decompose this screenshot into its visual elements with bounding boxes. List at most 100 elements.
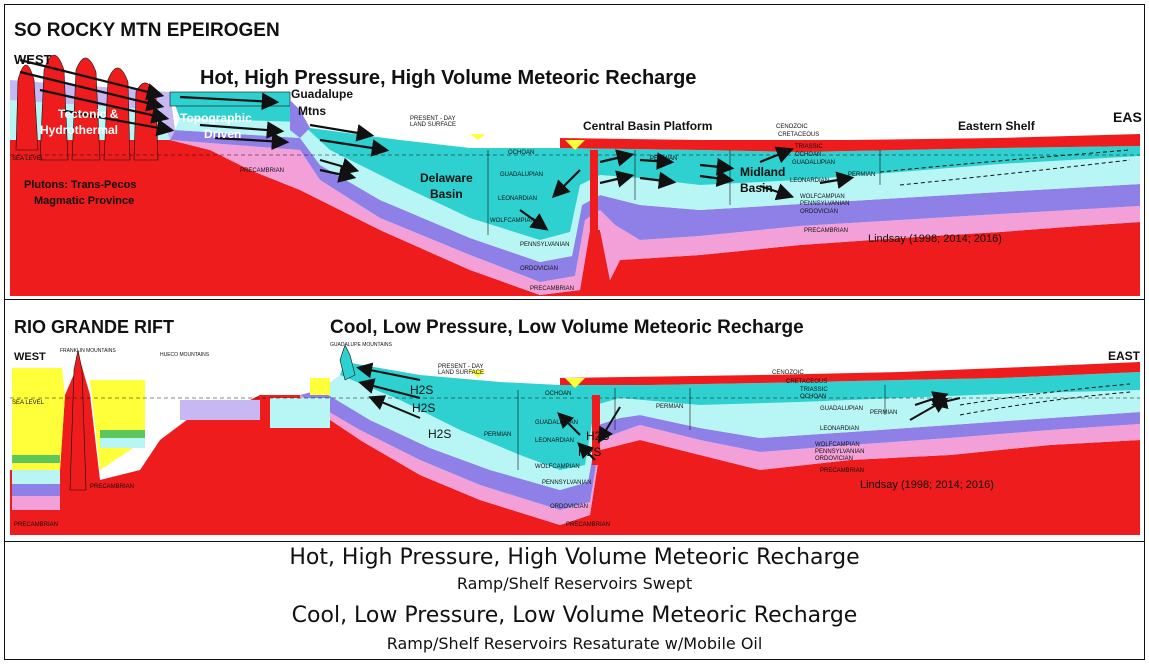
bottom-ochoan: OCHOAN [545, 391, 571, 397]
top-cenozoic: CENOZOIC [776, 124, 808, 130]
top-leonardian: LEONARDIAN [498, 196, 537, 202]
bottom-ordovician-layer [300, 395, 1140, 525]
bottom-present-day-1: PRESENT - DAY [438, 364, 483, 370]
bottom-precambrian-far-west: PRECAMBRIAN [14, 522, 58, 528]
bottom-present-day-2: LAND SURFACE [438, 370, 484, 376]
top-west-label: WEST [14, 52, 52, 67]
top-pennsylvanian-layer [170, 130, 1140, 282]
top-wolfcampian-east: WOLFCAMPIAN [800, 194, 845, 200]
top-ordovician-east: ORDOVICIAN [800, 209, 838, 215]
bottom-cretaceous: CRETACEOUS [786, 379, 827, 385]
top-triassic: TRIASSIC [795, 144, 823, 150]
bottom-permian-west: PERMIAN [484, 432, 511, 438]
top-ordovician: ORDOVICIAN [520, 266, 558, 272]
top-ordovician-layer [170, 140, 1140, 295]
bottom-guadalupian: GUADALUPIAN [535, 420, 578, 426]
top-guadalupian-layer [170, 92, 1140, 240]
delaware-label: Delaware [420, 171, 473, 185]
top-cretaceous: CRETACEOUS [778, 132, 819, 138]
hueco-label: HUECO MOUNTAINS [160, 352, 210, 358]
delaware-basin-label: Basin [430, 187, 463, 201]
eastern-shelf-label: Eastern Shelf [958, 119, 1036, 133]
top-permian: PERMIAN [650, 156, 677, 162]
top-precambrian: PRECAMBRIAN [530, 286, 574, 292]
bottom-flow-arrows [356, 362, 961, 461]
bottom-guadalupe-label: GUADALUPE MOUNTAINS [330, 342, 393, 348]
h2s-label-3: H2S [428, 427, 451, 441]
bottom-ochoan-east: OCHOAN [800, 394, 826, 400]
midland-basin-label: Basin [740, 181, 773, 195]
plutons-label-2: Magmatic Province [34, 195, 134, 207]
bottom-ordovician-east: ORDOVICIAN [815, 456, 853, 462]
top-precambrian-west: PRECAMBRIAN [240, 168, 284, 174]
top-panel-heading: Hot, High Pressure, High Volume Meteoric… [200, 67, 696, 89]
bottom-panel-heading: Cool, Low Pressure, Low Volume Meteoric … [330, 317, 804, 338]
top-guadalupian: GUADALUPIAN [500, 172, 543, 178]
top-ochoan-east: OCHOAN [795, 152, 821, 158]
top-present-day-1: PRESENT - DAY [410, 116, 455, 122]
caption-line-1: Hot, High Pressure, High Volume Meteoric… [289, 545, 860, 570]
bottom-precambrian-west: PRECAMBRIAN [90, 484, 134, 490]
top-dashed-flow [879, 149, 1131, 186]
bottom-panel-title: RIO GRANDE RIFT [14, 317, 174, 337]
bottom-cenozoic: CENOZOIC [772, 370, 804, 376]
top-cross-section [10, 54, 1140, 296]
bottom-pennsylvanian-east: PENNSYLVANIAN [815, 449, 864, 455]
bottom-sea-level: SEA LEVEL [12, 400, 45, 406]
panel-divider-top [4, 299, 1145, 300]
h2s-label-4: H2S [586, 429, 609, 443]
top-precambrian-layer [10, 140, 1140, 296]
bottom-leonardian: LEONARDIAN [820, 426, 859, 432]
bottom-ordovician: ORDOVICIAN [550, 504, 588, 510]
bottom-guadalupian-layer [340, 362, 1140, 470]
bottom-pennsylvanian-layer [300, 390, 1140, 510]
bottom-guadalupian-east: GUADALUPIAN [820, 406, 863, 412]
bottom-wolfcampian: WOLFCAMPIAN [535, 464, 580, 470]
bottom-permian: PERMIAN [656, 404, 683, 410]
top-flow-arrows [19, 58, 855, 231]
top-precambrian-east: PRECAMBRIAN [804, 228, 848, 234]
guadalupe-label: Guadalupe [291, 87, 353, 101]
caption-line-4: Ramp/Shelf Reservoirs Resaturate w/Mobil… [386, 634, 763, 653]
central-basin-platform-label: Central Basin Platform [583, 119, 712, 133]
bottom-west-label: WEST [14, 351, 46, 363]
plutons-label-1: Plutons: Trans-Pecos [24, 179, 136, 191]
bottom-cross-section [10, 344, 1140, 535]
bottom-cretaceous-layer [560, 362, 1140, 385]
h2s-label-5: H2S [578, 445, 601, 459]
midland-label: Midland [740, 165, 785, 179]
top-present-day-2: LAND SURFACE [410, 122, 456, 128]
bottom-east-label: EAST [1108, 349, 1141, 363]
topographic-label: Topographic [180, 111, 252, 125]
bottom-permian-east: PERMIAN [870, 410, 897, 416]
bottom-yellow-fill [12, 368, 65, 470]
top-pennsylvanian: PENNSYLVANIAN [520, 242, 569, 248]
caption-line-3: Cool, Low Pressure, Low Volume Meteoric … [291, 603, 858, 628]
top-citation: Lindsay (1998; 2014; 2016) [868, 233, 1002, 245]
franklin-label: FRANKLIN MOUNTAINS [60, 348, 116, 354]
bottom-pennsylvanian: PENNSYLVANIAN [542, 480, 591, 486]
top-ochoan: OCHOAN [508, 150, 534, 156]
top-sea-level: SEA LEVEL [12, 156, 45, 162]
bottom-triassic: TRIASSIC [800, 387, 828, 393]
bottom-wolfcampian-east: WOLFCAMPIAN [815, 442, 860, 448]
panel-divider-bottom [4, 541, 1145, 542]
bottom-dashed-flow [959, 383, 1131, 416]
top-wolfcampian: WOLFCAMPIAN [490, 218, 535, 224]
top-permian-east: PERMIAN [848, 172, 875, 178]
caption-line-2: Ramp/Shelf Reservoirs Swept [456, 574, 693, 593]
top-east-label: EAS [1113, 109, 1142, 125]
h2s-label-2: H2S [412, 401, 435, 415]
top-leonardian-east: LEONARDIAN [790, 178, 829, 184]
h2s-label-1: H2S [410, 383, 433, 397]
top-guadalupian-east: GUADALUPIAN [792, 160, 835, 166]
bottom-precambrian-east: PRECAMBRIAN [820, 468, 864, 474]
top-panel-title: SO ROCKY MTN EPEIROGEN [14, 20, 280, 41]
top-leonardian-layer [175, 118, 1140, 262]
mtns-label: Mtns [298, 104, 326, 118]
bottom-citation: Lindsay (1998; 2014; 2016) [860, 479, 994, 491]
tectonic-label: Tectonic & [58, 107, 119, 121]
figure-frame [4, 4, 1145, 660]
top-cretaceous-layer [560, 134, 1140, 152]
